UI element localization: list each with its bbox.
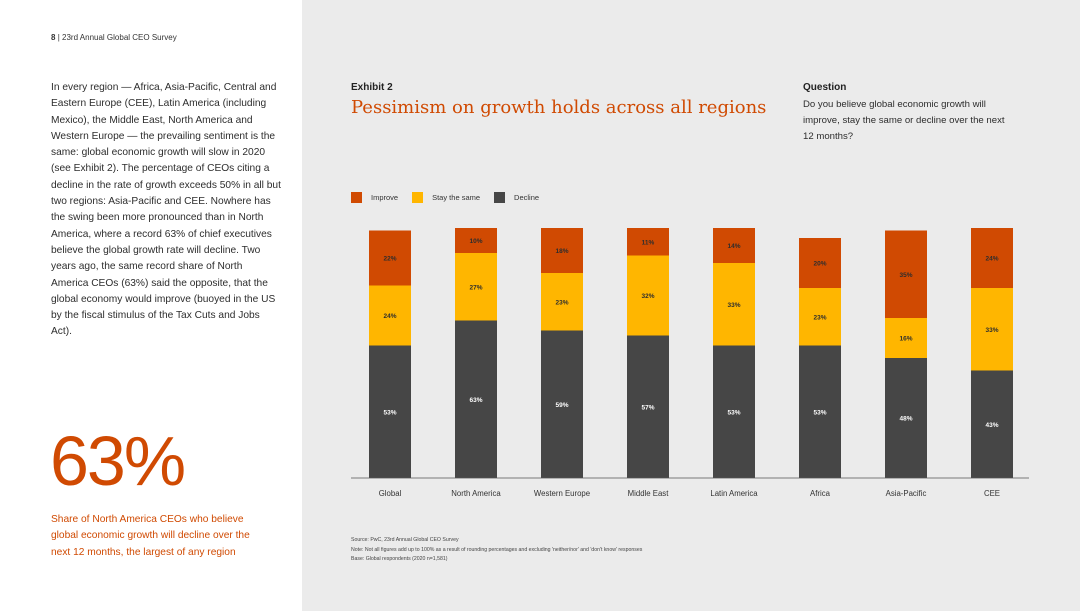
data-label-decline-global: 53% bbox=[383, 409, 396, 416]
bar-segment-stay-the-same-north-america bbox=[455, 253, 497, 321]
legend-swatch-stay-same bbox=[412, 192, 424, 203]
left-panel: 8 | 23rd Annual Global CEO Survey In eve… bbox=[0, 0, 302, 611]
legend-item-stay-same: Stay the same bbox=[412, 192, 480, 203]
highlight-caption: Share of North America CEOs who believe … bbox=[51, 514, 250, 558]
data-label-decline-western-europe: 59% bbox=[555, 402, 568, 409]
exhibit-label: Exhibit 2 bbox=[351, 82, 393, 93]
data-label-improve-middle-east: 11% bbox=[642, 239, 655, 246]
bar-segment-decline-cee bbox=[971, 370, 1013, 478]
question-text: Do you believe global economic growth wi… bbox=[803, 99, 1005, 142]
legend-label-decline: Decline bbox=[514, 193, 540, 202]
data-label-stay-the-same-north-america: 27% bbox=[469, 284, 482, 291]
x-tick-label-africa: Africa bbox=[810, 489, 831, 498]
data-label-stay-the-same-africa: 23% bbox=[813, 314, 826, 321]
report-title: 23rd Annual Global CEO Survey bbox=[62, 33, 177, 42]
x-tick-label-cee: CEE bbox=[984, 489, 1000, 498]
legend-swatch-improve bbox=[351, 192, 362, 203]
x-tick-label-western-europe: Western Europe bbox=[534, 489, 590, 498]
body-paragraph: In every region — Africa, Asia-Pacific, … bbox=[51, 82, 281, 338]
bar-segment-stay-the-same-latin-america bbox=[713, 263, 755, 346]
footnotes: Source: PwC, 23rd Annual Global CEO Surv… bbox=[351, 536, 642, 565]
data-label-decline-cee: 43% bbox=[985, 422, 998, 429]
data-label-improve-western-europe: 18% bbox=[555, 248, 568, 255]
x-tick-label-asia-pacific: Asia-Pacific bbox=[886, 489, 927, 498]
data-label-improve-cee: 24% bbox=[985, 256, 998, 263]
x-tick-label-global: Global bbox=[379, 489, 402, 498]
bar-segment-improve-global bbox=[369, 230, 411, 286]
data-label-improve-latin-america: 14% bbox=[727, 243, 740, 250]
stacked-bar-chart: 53% 24% 22% Global 63% 27% 10% North America 59%… bbox=[351, 228, 1029, 498]
bar-segment-decline-africa bbox=[799, 345, 841, 478]
bar-segment-stay-the-same-western-europe bbox=[541, 273, 583, 331]
data-label-improve-asia-pacific: 35% bbox=[899, 272, 912, 279]
bar-segment-stay-the-same-cee bbox=[971, 288, 1013, 371]
bar-segment-improve-middle-east bbox=[627, 228, 669, 256]
highlight-stat: 63% bbox=[50, 422, 186, 500]
bar-segment-stay-the-same-asia-pacific bbox=[885, 318, 927, 358]
data-label-stay-the-same-middle-east: 32% bbox=[641, 293, 654, 300]
x-tick-label-north-america: North America bbox=[451, 489, 501, 498]
bar-segment-decline-latin-america bbox=[713, 345, 755, 478]
bar-segment-decline-global bbox=[369, 345, 411, 478]
page-header: 8 | 23rd Annual Global CEO Survey bbox=[51, 33, 177, 42]
legend-label-improve: Improve bbox=[371, 193, 399, 202]
data-label-improve-global: 22% bbox=[383, 256, 396, 263]
bar-segment-improve-latin-america bbox=[713, 228, 755, 263]
data-label-decline-north-america: 63% bbox=[469, 397, 482, 404]
legend-item-decline: Decline bbox=[494, 192, 539, 203]
data-label-stay-the-same-asia-pacific: 16% bbox=[899, 336, 912, 343]
bar-segment-improve-asia-pacific bbox=[885, 230, 927, 318]
x-tick-label-latin-america: Latin America bbox=[710, 489, 758, 498]
question-label: Question bbox=[803, 82, 847, 93]
footnote-note: Note: Not all figures add up to 100% as … bbox=[351, 546, 643, 553]
data-label-stay-the-same-cee: 33% bbox=[985, 327, 998, 334]
chart-title: Pessimism on growth holds across all reg… bbox=[351, 97, 767, 118]
legend-item-improve: Improve bbox=[351, 192, 398, 203]
bar-segment-improve-cee bbox=[971, 228, 1013, 288]
data-label-improve-north-america: 10% bbox=[469, 238, 482, 245]
footnote-base: Base: Global respondents (2020 n=1,581) bbox=[351, 556, 448, 562]
data-label-decline-latin-america: 53% bbox=[727, 409, 740, 416]
bar-segment-stay-the-same-middle-east bbox=[627, 255, 669, 336]
bar-segment-stay-the-same-global bbox=[369, 285, 411, 346]
bar-segment-decline-north-america bbox=[455, 320, 497, 478]
data-label-stay-the-same-western-europe: 23% bbox=[555, 299, 568, 306]
data-label-decline-asia-pacific: 48% bbox=[899, 416, 912, 423]
bar-segment-decline-middle-east bbox=[627, 335, 669, 478]
bar-segment-improve-africa bbox=[799, 238, 841, 288]
bar-segment-stay-the-same-africa bbox=[799, 288, 841, 346]
bar-segment-improve-north-america bbox=[455, 228, 497, 253]
legend-label-stay-same: Stay the same bbox=[432, 193, 481, 202]
page-number: 8 bbox=[51, 33, 56, 42]
chart-legend: Improve Stay the same Decline bbox=[351, 192, 553, 203]
data-label-decline-africa: 53% bbox=[813, 409, 826, 416]
x-tick-label-middle-east: Middle East bbox=[628, 489, 670, 498]
data-label-improve-africa: 20% bbox=[813, 261, 826, 268]
bar-segment-decline-asia-pacific bbox=[885, 358, 927, 478]
page-separator: | bbox=[57, 33, 60, 42]
bar-segment-improve-western-europe bbox=[541, 228, 583, 273]
bar-segment-decline-western-europe bbox=[541, 330, 583, 478]
data-label-stay-the-same-global: 24% bbox=[383, 313, 396, 320]
data-label-stay-the-same-latin-america: 33% bbox=[727, 302, 740, 309]
footnote-source: Source: PwC, 23rd Annual Global CEO Surv… bbox=[351, 537, 459, 543]
data-label-decline-middle-east: 57% bbox=[641, 404, 654, 411]
legend-swatch-decline bbox=[494, 192, 506, 203]
